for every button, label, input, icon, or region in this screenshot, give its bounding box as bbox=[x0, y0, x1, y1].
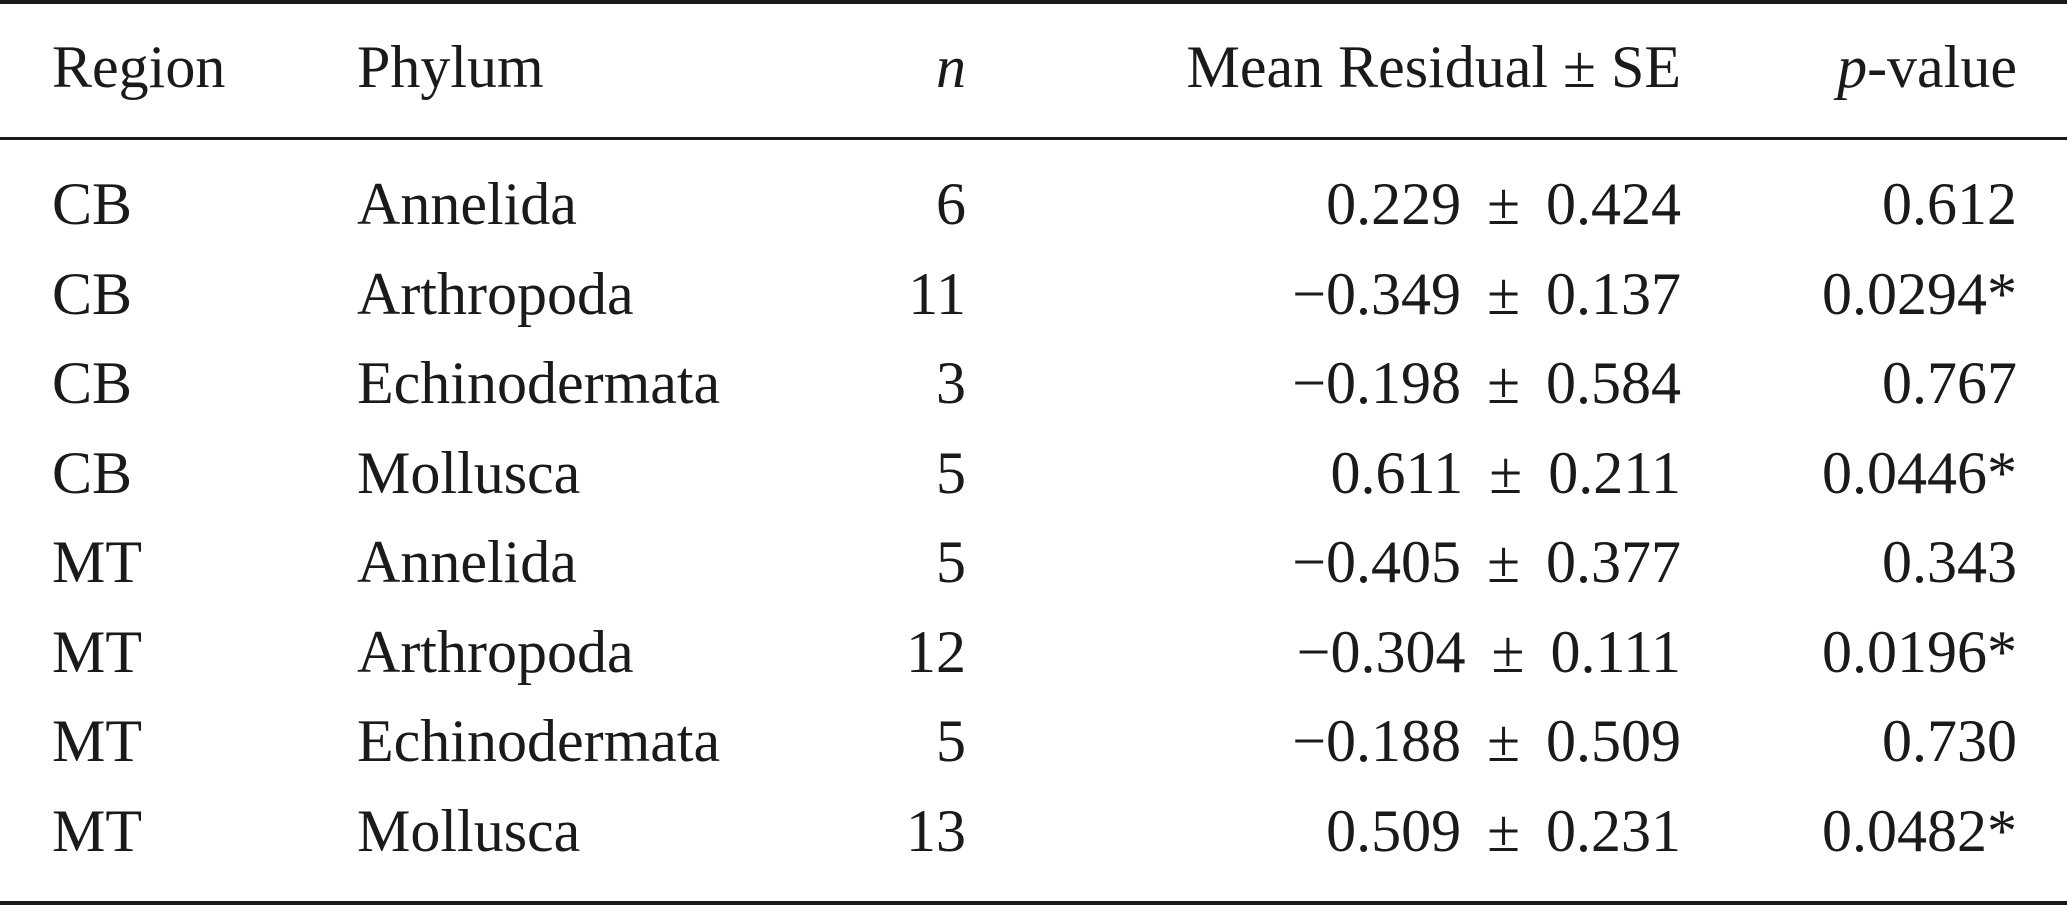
bottom-rule bbox=[0, 901, 2067, 905]
header-p-letter: p bbox=[1837, 34, 1868, 100]
mean-value: −0.188 bbox=[1292, 708, 1462, 774]
cell-phylum: Annelida bbox=[357, 171, 577, 237]
plus-minus-symbol: ± bbox=[1487, 529, 1520, 595]
mean-value: −0.349 bbox=[1292, 261, 1462, 327]
table-row: CB Echinodermata 3 −0.198 ±0.584 0.767 bbox=[0, 339, 2067, 427]
table-row: MT Echinodermata 5 −0.188 ±0.509 0.730 bbox=[0, 697, 2067, 785]
cell-n: 5 bbox=[936, 529, 966, 595]
se-value: 0.584 bbox=[1546, 350, 1681, 416]
mean-value: −0.304 bbox=[1296, 619, 1466, 685]
top-rule bbox=[0, 0, 2067, 4]
header-mean-residual: Mean Residual ± SE bbox=[1186, 34, 1681, 100]
table-row: MT Annelida 5 −0.405 ±0.377 0.343 bbox=[0, 518, 2067, 606]
cell-p-value: 0.730 bbox=[1882, 708, 2017, 774]
se-value: 0.211 bbox=[1548, 440, 1681, 506]
cell-p-value: 0.0446* bbox=[1822, 440, 2017, 506]
cell-mean-residual: 0.509 ±0.231 bbox=[1326, 787, 1681, 875]
header-p-value: p-value bbox=[1837, 22, 2017, 112]
se-value: 0.377 bbox=[1546, 529, 1681, 595]
cell-mean-residual: −0.349 ±0.137 bbox=[1292, 250, 1681, 338]
cell-region: CB bbox=[52, 171, 133, 237]
cell-region: CB bbox=[52, 440, 133, 506]
cell-region: CB bbox=[52, 261, 133, 327]
header-rule bbox=[0, 137, 2067, 140]
se-value: 0.509 bbox=[1546, 708, 1681, 774]
cell-mean-residual: 0.611 ±0.211 bbox=[1331, 429, 1682, 517]
table-row: CB Annelida 6 0.229 ±0.424 0.612 bbox=[0, 160, 2067, 248]
cell-p-value: 0.343 bbox=[1882, 529, 2017, 595]
plus-minus-symbol: ± bbox=[1487, 798, 1520, 864]
plus-minus-symbol: ± bbox=[1489, 440, 1523, 506]
plus-minus-symbol: ± bbox=[1487, 261, 1520, 327]
cell-region: MT bbox=[52, 619, 142, 685]
cell-phylum: Mollusca bbox=[357, 798, 581, 864]
se-value: 0.111 bbox=[1550, 619, 1681, 685]
cell-mean-residual: 0.229 ±0.424 bbox=[1326, 160, 1681, 248]
cell-p-value: 0.767 bbox=[1882, 350, 2017, 416]
cell-mean-residual: −0.198 ±0.584 bbox=[1292, 339, 1681, 427]
mean-value: 0.611 bbox=[1330, 440, 1464, 506]
cell-phylum: Echinodermata bbox=[357, 350, 721, 416]
se-value: 0.231 bbox=[1546, 798, 1681, 864]
cell-region: MT bbox=[52, 529, 142, 595]
table-header-row: Region Phylum n Mean Residual ± SE p-val… bbox=[0, 22, 2067, 112]
cell-n: 3 bbox=[936, 350, 966, 416]
plus-minus-symbol: ± bbox=[1487, 171, 1520, 237]
header-region: Region bbox=[52, 34, 226, 100]
se-value: 0.137 bbox=[1546, 261, 1681, 327]
header-phylum: Phylum bbox=[357, 34, 544, 100]
plus-minus-symbol: ± bbox=[1491, 619, 1525, 685]
cell-mean-residual: −0.304 ±0.111 bbox=[1297, 608, 1681, 696]
cell-n: 6 bbox=[936, 171, 966, 237]
se-value: 0.424 bbox=[1546, 171, 1681, 237]
mean-value: −0.405 bbox=[1292, 529, 1462, 595]
table-row: CB Mollusca 5 0.611 ±0.211 0.0446* bbox=[0, 429, 2067, 517]
cell-phylum: Annelida bbox=[357, 529, 577, 595]
cell-n: 12 bbox=[906, 619, 966, 685]
header-p-suffix: -value bbox=[1867, 34, 2017, 100]
cell-region: CB bbox=[52, 350, 133, 416]
cell-phylum: Arthropoda bbox=[357, 619, 634, 685]
cell-p-value: 0.0196* bbox=[1822, 619, 2017, 685]
cell-region: MT bbox=[52, 798, 142, 864]
cell-mean-residual: −0.405 ±0.377 bbox=[1292, 518, 1681, 606]
cell-n: 5 bbox=[936, 440, 966, 506]
mean-value: 0.229 bbox=[1326, 171, 1462, 237]
plus-minus-symbol: ± bbox=[1487, 350, 1520, 416]
cell-phylum: Echinodermata bbox=[357, 708, 721, 774]
table-row: MT Arthropoda 12 −0.304 ±0.111 0.0196* bbox=[0, 608, 2067, 696]
cell-mean-residual: −0.188 ±0.509 bbox=[1292, 697, 1681, 785]
cell-n: 11 bbox=[908, 261, 966, 327]
table-row: MT Mollusca 13 0.509 ±0.231 0.0482* bbox=[0, 787, 2067, 875]
cell-p-value: 0.0294* bbox=[1822, 261, 2017, 327]
cell-phylum: Arthropoda bbox=[357, 261, 634, 327]
cell-region: MT bbox=[52, 708, 142, 774]
cell-p-value: 0.0482* bbox=[1822, 798, 2017, 864]
mean-value: 0.509 bbox=[1326, 798, 1462, 864]
cell-n: 13 bbox=[906, 798, 966, 864]
plus-minus-symbol: ± bbox=[1487, 708, 1520, 774]
header-n: n bbox=[936, 34, 966, 100]
cell-n: 5 bbox=[936, 708, 966, 774]
mean-value: −0.198 bbox=[1292, 350, 1462, 416]
table-row: CB Arthropoda 11 −0.349 ±0.137 0.0294* bbox=[0, 250, 2067, 338]
cell-phylum: Mollusca bbox=[357, 440, 581, 506]
cell-p-value: 0.612 bbox=[1882, 171, 2017, 237]
